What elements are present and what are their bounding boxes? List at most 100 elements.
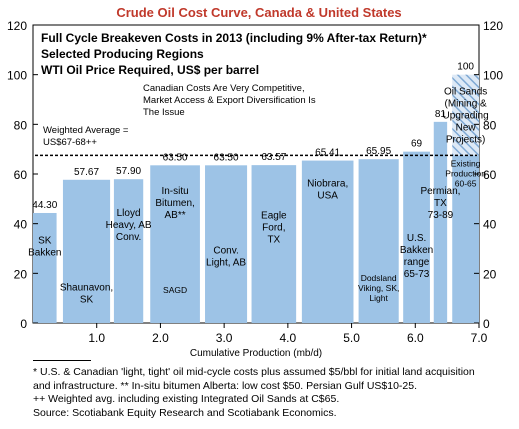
bar-value-label: 65.41 (315, 148, 340, 159)
y-tick-label-left: 0 (20, 317, 27, 331)
annotation-text: Market Access & Export Diversification I… (143, 95, 316, 106)
annotation-text: Canadian Costs Are Very Competitive, (143, 83, 305, 94)
text-group: 0 0 20 20 40 40 60 60 80 80 100 100 120 120 1.0 2.0 3.0 4… (7, 19, 503, 359)
x-tick-label: 3.0 (216, 331, 233, 345)
footnote-line: and infrastructure. ** In-situ bitumen A… (33, 379, 418, 392)
y-tick-label-right: 120 (483, 19, 503, 33)
bar-extra-label: Existing (451, 159, 481, 169)
bar-extra-label: 60-65 (455, 179, 477, 189)
weighted-average-label: Weighted Average = (43, 125, 129, 136)
weighted-average-label: US$67-68++ (43, 137, 97, 148)
bar-category-label: TX (267, 235, 280, 246)
bar-value-label: 63.50 (214, 152, 239, 163)
bar (452, 155, 479, 323)
chart-subtitle: Full Cycle Breakeven Costs in 2013 (incl… (41, 31, 427, 45)
bar (433, 121, 448, 323)
bar-category-label: Bakken (400, 245, 433, 256)
y-tick-label-right: 0 (483, 317, 490, 331)
bar-category-label: 73-89 (428, 210, 454, 221)
bar-value-label: 81 (435, 109, 447, 120)
bar-category-label: SK (38, 236, 52, 247)
y-tick-label-left: 20 (14, 267, 28, 281)
bar-extra-label: SAGD (163, 285, 187, 295)
footnote-line: Source: Scotiabank Equity Research and S… (33, 406, 337, 419)
bar (62, 179, 111, 323)
bar-category-label: Heavy, AB (106, 220, 152, 231)
bar-category-label: Dodsland (361, 273, 397, 283)
bar-category-label: Light, AB (206, 257, 246, 268)
axes-group (33, 24, 480, 328)
bar-category-label: USA (317, 190, 338, 201)
bar-category-label: range (404, 257, 430, 268)
y-tick-label-left: 60 (14, 168, 28, 182)
y-tick-label-left: 40 (14, 218, 28, 232)
bar-category-label: (Mining & (444, 99, 487, 110)
bar (150, 165, 200, 323)
bar-category-label: Oil Sands (444, 87, 487, 98)
bar-category-label: Conv. (213, 245, 238, 256)
bar-category-label: Bakken (28, 248, 61, 259)
footnote-line: ++ Weighted avg. including existing Inte… (33, 393, 340, 405)
y-tick-label-right: 80 (483, 118, 497, 132)
y-tick-label-left: 80 (14, 118, 28, 132)
bar-category-label: TX (434, 198, 447, 209)
bar-category-label: SK (80, 295, 94, 306)
bar-value-label: 57.67 (74, 167, 99, 178)
bar-category-label: Lloyd (117, 208, 141, 219)
x-tick-label: 6.0 (407, 331, 424, 345)
x-axis-label: Cumulative Production (mb/d) (190, 348, 322, 359)
annotation-text: The Issue (143, 107, 185, 118)
bar (301, 160, 354, 323)
y-tick-label-right: 20 (483, 267, 497, 281)
bar (205, 165, 248, 323)
chart-subtitle: Selected Producing Regions (41, 47, 204, 61)
bar-category-label: 65-73 (404, 269, 430, 280)
y-tick-label-right: 60 (483, 168, 497, 182)
bar (403, 151, 430, 323)
bar-value-label: 63.57 (261, 152, 286, 163)
bar-value-label: 65.95 (366, 146, 391, 157)
bar-hatched (452, 74, 479, 156)
bar-category-label: New (456, 123, 477, 134)
bar-category-label: U.S. (407, 233, 426, 244)
bar-category-label: Projects) (446, 135, 485, 146)
x-tick-label: 2.0 (152, 331, 169, 345)
footnotes: * U.S. & Canadian 'light, tight' oil mid… (33, 366, 513, 420)
bar-category-label: Light (369, 293, 388, 303)
bar-category-label: Bitumen, (155, 198, 194, 209)
x-tick-label: 1.0 (88, 331, 105, 345)
bar-value-label: 69 (411, 139, 423, 150)
bar (33, 212, 57, 323)
bar-value-label: 44.30 (32, 200, 57, 211)
x-tick-label: 5.0 (343, 331, 360, 345)
x-tick-label: 4.0 (280, 331, 297, 345)
chart-title: Crude Oil Cost Curve, Canada & United St… (116, 5, 401, 20)
y-tick-label-left: 120 (7, 19, 27, 33)
bar-category-label: Permian, (420, 186, 460, 197)
footnote-rule (33, 360, 91, 361)
bar-category-label: Upgrading (443, 111, 489, 122)
bar (113, 179, 144, 323)
bar (251, 165, 297, 323)
bar-extra-label: Production (445, 169, 486, 179)
y-tick-label-left: 100 (7, 69, 27, 83)
bar-category-label: Viking, SK, (358, 283, 399, 293)
bar-category-label: Ford, (262, 223, 285, 234)
bar-category-label: In-situ (161, 186, 188, 197)
x-tick-label: 7.0 (471, 331, 488, 345)
y-tick-label-right: 100 (483, 69, 503, 83)
bar-value-label: 63.50 (163, 152, 188, 163)
footnote-line: * U.S. & Canadian 'light, tight' oil mid… (33, 366, 475, 378)
bar-category-label: Conv. (116, 232, 141, 243)
bar-value-label: 100 (457, 62, 474, 73)
bar-category-label: Eagle (261, 211, 287, 222)
bar (358, 159, 399, 323)
bar-value-label: 57.90 (116, 166, 141, 177)
y-tick-label-right: 40 (483, 218, 497, 232)
bars-group (33, 74, 479, 323)
bar-category-label: AB** (165, 210, 186, 221)
bar-category-label: Niobrara, (307, 178, 348, 189)
chart-subtitle: WTI Oil Price Required, US$ per barrel (41, 63, 259, 77)
bar-category-label: Shaunavon, (60, 283, 113, 294)
